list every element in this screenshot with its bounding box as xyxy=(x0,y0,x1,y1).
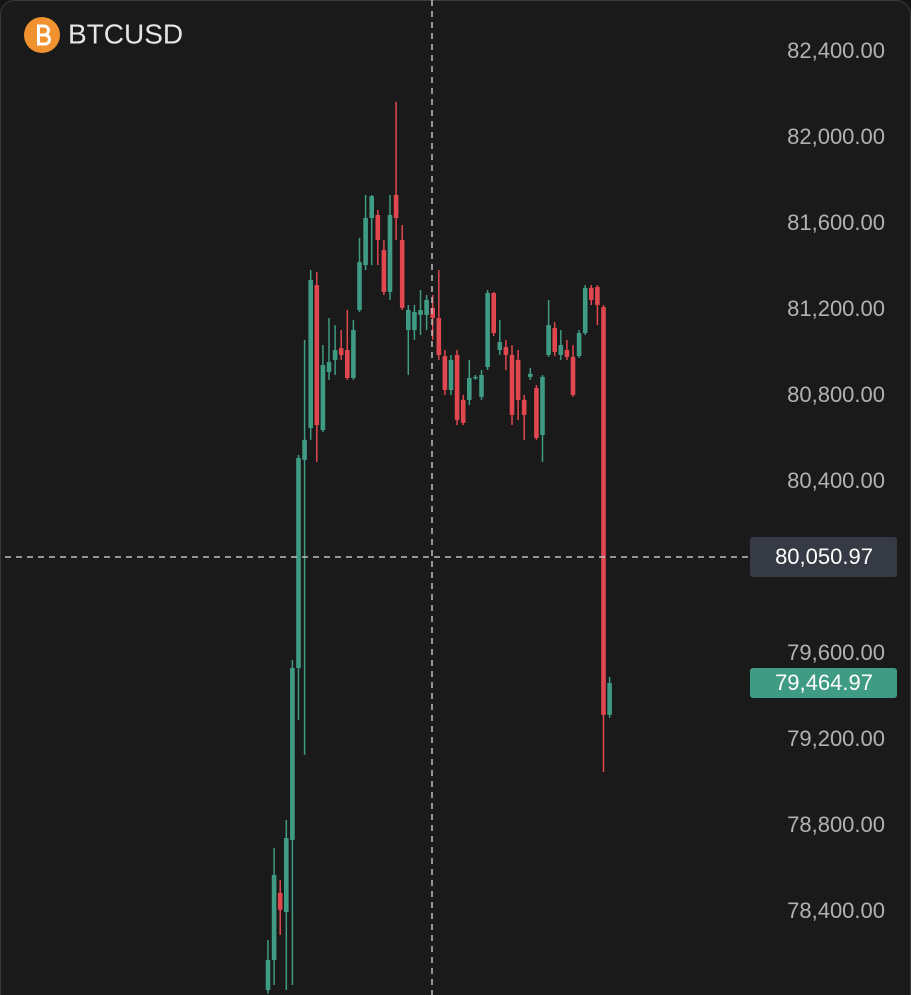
candle-body xyxy=(375,214,381,240)
y-tick-label: 82,400.00 xyxy=(787,38,885,63)
candle-body xyxy=(277,892,283,910)
y-tick-label: 80,800.00 xyxy=(787,382,885,407)
candle-body xyxy=(521,399,527,415)
candle-body xyxy=(424,299,429,315)
candle-body xyxy=(314,285,320,426)
candle-body xyxy=(308,279,313,429)
candle-body xyxy=(564,350,570,357)
candle-body xyxy=(485,293,490,367)
candle-body xyxy=(357,262,362,311)
candle-body xyxy=(601,307,606,715)
candle-body xyxy=(552,328,557,352)
y-tick-label: 78,800.00 xyxy=(787,812,885,837)
candle-body xyxy=(418,310,423,315)
candle-body xyxy=(467,377,472,400)
candle-body xyxy=(351,330,356,378)
candle-body xyxy=(509,354,515,415)
candle-body xyxy=(326,362,332,372)
candle-body xyxy=(576,333,582,357)
candle-body xyxy=(369,196,374,219)
chart-title: BTCUSD xyxy=(68,18,183,49)
candle-body xyxy=(406,310,411,331)
candle-body xyxy=(546,325,551,355)
y-tick-label: 78,400.00 xyxy=(787,898,885,923)
candle-body xyxy=(296,457,301,668)
candle-body xyxy=(332,350,338,360)
candle-body xyxy=(503,347,509,355)
symbol-icon xyxy=(24,17,60,53)
candle-body xyxy=(393,195,399,219)
candle-body xyxy=(284,838,289,913)
candle-body xyxy=(338,348,344,355)
y-tick-label: 82,000.00 xyxy=(787,124,885,149)
candle-body xyxy=(540,376,545,435)
candle-body xyxy=(363,218,368,266)
crosshair-label: 80,050.97 xyxy=(775,544,873,569)
candle-body xyxy=(381,250,387,292)
candle-body xyxy=(534,388,539,438)
candle-body xyxy=(528,373,533,377)
candle-body xyxy=(595,287,600,306)
candle-body xyxy=(491,293,496,334)
candle-body xyxy=(448,359,454,391)
y-tick-label: 81,600.00 xyxy=(787,210,885,235)
candle-body xyxy=(387,214,393,292)
candle-body xyxy=(515,359,521,400)
candle-body xyxy=(399,239,405,308)
y-tick-label: 80,400.00 xyxy=(787,468,885,493)
last-price-label: 79,464.97 xyxy=(775,670,873,695)
candle-body xyxy=(570,356,576,395)
candle-body xyxy=(460,399,466,423)
candle-body xyxy=(454,354,460,420)
candle-body xyxy=(607,683,612,715)
candle-body xyxy=(265,959,271,991)
candle-body xyxy=(412,311,417,331)
candle-body xyxy=(320,365,326,430)
crosshair-label-box xyxy=(750,537,897,578)
last-price-box xyxy=(750,668,897,699)
candle-body xyxy=(442,356,448,391)
candle-body xyxy=(497,342,503,351)
candle-body xyxy=(558,345,564,355)
candle-body xyxy=(582,287,588,334)
candle-body xyxy=(290,667,295,840)
candle-body xyxy=(345,350,350,378)
candle-body xyxy=(473,376,478,379)
candle-body xyxy=(479,374,484,397)
candle-body xyxy=(302,439,307,460)
candle-body xyxy=(271,875,277,960)
y-tick-label: 79,200.00 xyxy=(787,726,885,751)
y-tick-label: 81,200.00 xyxy=(787,296,885,321)
candle-body xyxy=(436,317,442,355)
y-tick-label: 79,600.00 xyxy=(787,640,885,665)
candle-body xyxy=(589,287,594,300)
